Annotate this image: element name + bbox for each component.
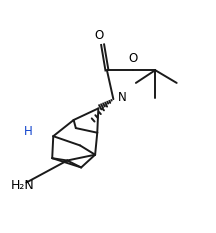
Text: H₂N: H₂N bbox=[10, 179, 34, 192]
Text: O: O bbox=[95, 29, 104, 42]
Text: O: O bbox=[129, 52, 138, 65]
Text: N: N bbox=[118, 92, 127, 104]
Text: H: H bbox=[24, 125, 33, 138]
